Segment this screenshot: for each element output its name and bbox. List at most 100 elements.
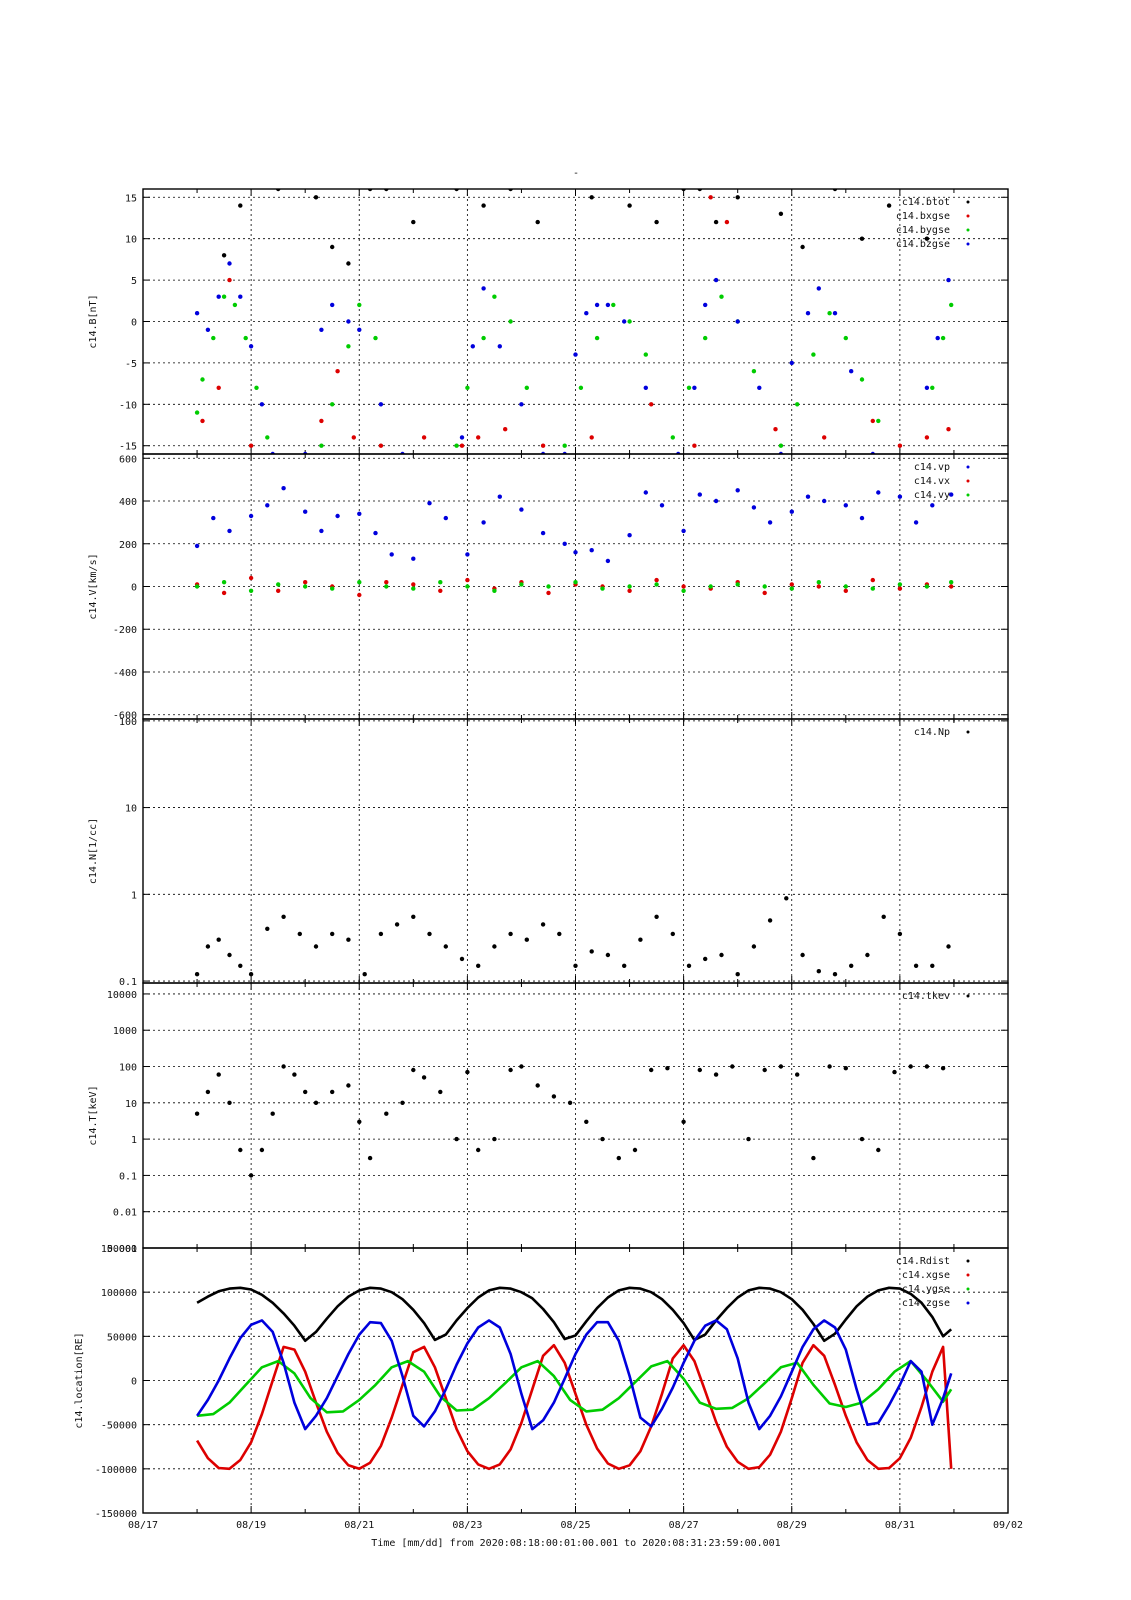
- data-point: [800, 244, 805, 250]
- data-point: [913, 963, 919, 968]
- data-point: [427, 931, 432, 937]
- data-point: [313, 195, 319, 200]
- x-tick-label: 08/25: [560, 1520, 590, 1531]
- legend-label: c14.tkev: [902, 991, 950, 1002]
- y-tick-label: 100000: [101, 1288, 137, 1299]
- data-point: [243, 335, 248, 341]
- data-point: [762, 1067, 767, 1073]
- data-point: [940, 335, 946, 341]
- data-point: [303, 584, 308, 589]
- data-point: [649, 402, 654, 407]
- data-point: [378, 443, 384, 448]
- panel-4: 10000 1000 100 10 1 0.1 0.01 0.001 c14.T[keV] c14…: [88, 982, 1009, 1255]
- data-point: [411, 586, 416, 591]
- data-point: [605, 952, 611, 958]
- data-point: [459, 435, 465, 440]
- data-point: [924, 1064, 930, 1069]
- data-point: [686, 963, 692, 968]
- series-c14-Np: [194, 896, 951, 977]
- data-point: [573, 963, 578, 968]
- data-point: [913, 520, 919, 525]
- data-point: [751, 505, 757, 510]
- series-line: [196, 1286, 953, 1343]
- data-point: [205, 1089, 211, 1095]
- data-point: [459, 443, 465, 448]
- data-point: [849, 369, 854, 374]
- data-point: [876, 490, 881, 495]
- data-point: [238, 294, 243, 299]
- legend-marker: [966, 479, 970, 483]
- x-tick-label: 08/31: [885, 1520, 915, 1531]
- data-point: [735, 582, 740, 587]
- data-point: [832, 311, 838, 316]
- legend-marker: [966, 242, 970, 246]
- data-point: [870, 418, 875, 424]
- legend-marker: [966, 493, 970, 497]
- data-point: [659, 503, 665, 508]
- data-point: [789, 582, 794, 587]
- panel-1: 15 10 5 0 -5 -10 -15 c14.B[nT] c14.btot c14.bxgse…: [88, 188, 1009, 455]
- data-point: [357, 302, 362, 308]
- data-point: [194, 543, 200, 549]
- data-point: [816, 580, 821, 585]
- data-point: [594, 302, 600, 308]
- data-point: [562, 443, 567, 448]
- series-c14-btot: [221, 189, 930, 266]
- data-point: [622, 319, 627, 324]
- x-axis-title: Time [mm/dd] from 2020:08:18:00:01:00.00…: [371, 1538, 780, 1549]
- y-tick-label: 600: [119, 454, 137, 465]
- data-point: [259, 1147, 265, 1153]
- data-point: [357, 580, 362, 585]
- series-c14-bygse: [194, 294, 954, 448]
- data-point: [384, 1111, 389, 1116]
- data-point: [259, 402, 265, 407]
- data-point: [248, 1173, 254, 1178]
- legend-marker: [966, 200, 970, 204]
- data-point: [476, 1147, 481, 1153]
- data-point: [330, 402, 335, 407]
- data-point: [373, 335, 378, 341]
- data-point: [427, 501, 432, 506]
- x-tick-label: 08/21: [344, 1520, 374, 1531]
- data-point: [292, 1072, 297, 1077]
- data-point: [627, 319, 632, 324]
- series-c14-vy: [194, 580, 954, 593]
- data-point: [584, 1119, 589, 1125]
- data-point: [865, 952, 870, 958]
- data-point: [605, 558, 611, 564]
- data-point: [454, 1136, 459, 1142]
- data-point: [924, 584, 930, 589]
- data-point: [248, 575, 254, 581]
- data-point: [843, 503, 848, 508]
- data-point: [870, 577, 875, 583]
- data-point: [211, 335, 216, 341]
- data-point: [465, 1069, 470, 1075]
- data-point: [832, 972, 838, 977]
- data-point: [681, 1119, 686, 1125]
- data-point: [205, 327, 211, 332]
- legend-label: c14.xgse: [902, 1270, 950, 1281]
- data-point: [194, 972, 200, 977]
- data-point: [697, 492, 702, 497]
- data-point: [389, 552, 394, 557]
- data-point: [524, 937, 529, 942]
- data-point: [411, 582, 416, 587]
- y-tick-label: 15: [125, 193, 137, 204]
- y-tick-label: 10000: [107, 990, 137, 1001]
- data-point: [313, 1100, 319, 1106]
- data-point: [757, 385, 762, 390]
- data-point: [313, 944, 319, 949]
- data-point: [335, 369, 340, 374]
- panel-5: 150000 100000 50000 0 -50000 -100000 -150000 c1…: [74, 1244, 1009, 1520]
- data-point: [194, 584, 200, 589]
- data-point: [221, 253, 227, 258]
- data-point: [303, 1089, 308, 1095]
- data-point: [946, 427, 951, 432]
- series-c14-xgse: [195, 1343, 953, 1471]
- data-point: [573, 580, 578, 585]
- legend-label: c14.ygse: [902, 1284, 950, 1295]
- data-point: [767, 918, 773, 923]
- data-point: [384, 584, 389, 589]
- data-point: [211, 515, 216, 521]
- y-tick-label: 150000: [101, 1244, 137, 1255]
